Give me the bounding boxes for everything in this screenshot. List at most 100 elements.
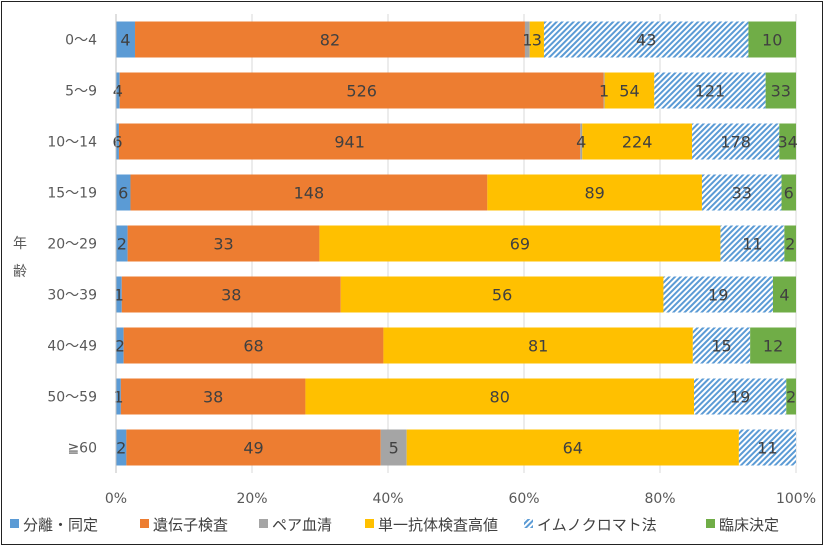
y-axis-title: 年 [13, 236, 27, 252]
y-tick-label: 40〜49 [47, 339, 97, 355]
data-label: 2 [117, 235, 127, 254]
y-tick-label: 30〜39 [47, 288, 97, 304]
bar-segment [118, 123, 581, 160]
bar-segment [116, 21, 136, 58]
data-label: 2 [115, 337, 125, 356]
legend-swatch [706, 519, 715, 528]
data-label: 80 [490, 388, 510, 407]
bar-segment [116, 123, 119, 160]
bar-segment [126, 429, 381, 466]
data-label: 33 [771, 82, 791, 101]
bar-segment [116, 72, 120, 109]
data-label: 68 [243, 337, 263, 356]
bar-segment [765, 72, 796, 109]
bar-segment [116, 225, 128, 262]
bar-segment [750, 327, 796, 364]
bar-segment [305, 378, 694, 415]
legend-entry: 単一抗体検査高値 [378, 516, 498, 534]
data-label: 2 [116, 439, 126, 458]
legend-swatch [524, 519, 533, 528]
data-label: 1 [113, 388, 123, 407]
bar-segment [116, 174, 131, 211]
data-label: 941 [334, 133, 365, 152]
data-label: 2 [785, 235, 795, 254]
data-label: 178 [720, 133, 751, 152]
legend-entry: 遺伝子検査 [153, 516, 228, 534]
y-tick-label: 10〜14 [47, 135, 97, 151]
bar-segment [692, 327, 751, 364]
bar-segment [784, 225, 796, 262]
data-label: 64 [563, 439, 583, 458]
data-label: 6 [112, 133, 122, 152]
data-label: 38 [203, 388, 223, 407]
bar-segment [779, 123, 796, 160]
data-label: 69 [510, 235, 530, 254]
data-label: 1 [114, 286, 124, 305]
y-tick-label: ≧60 [67, 441, 97, 457]
bar-segment [119, 72, 604, 109]
bar-segment [380, 429, 407, 466]
data-label: 6 [784, 184, 794, 203]
bar-segment [130, 174, 488, 211]
bar-segment [604, 72, 655, 109]
legend-entry: ペア血清 [272, 516, 332, 534]
data-label: 19 [730, 388, 750, 407]
data-label: 1 [522, 31, 532, 50]
data-label: 89 [584, 184, 604, 203]
data-label: 4 [576, 133, 586, 152]
bar-segment [123, 327, 384, 364]
bar-segment [487, 174, 702, 211]
bar-segment [383, 327, 693, 364]
bar-segment [127, 225, 320, 262]
x-tick-label: 20% [236, 491, 267, 507]
x-tick-label: 80% [644, 491, 675, 507]
bar-segment [692, 123, 780, 160]
bar-segment [116, 276, 122, 313]
bar-segment [406, 429, 739, 466]
data-label: 81 [528, 337, 548, 356]
bar-segment [663, 276, 773, 313]
bar-segment [654, 72, 766, 109]
x-tick-label: 0% [105, 491, 127, 507]
bar-segment [116, 429, 127, 466]
data-label: 49 [243, 439, 263, 458]
data-label: 4 [113, 82, 123, 101]
data-label: 526 [346, 82, 377, 101]
bar-segment [781, 174, 796, 211]
bar-segment [116, 327, 124, 364]
legend-entry: 分離・同定 [23, 516, 98, 534]
data-label: 56 [492, 286, 512, 305]
bar-segment [120, 378, 306, 415]
data-label: 3 [532, 31, 542, 50]
data-label: 2 [786, 388, 796, 407]
data-label: 82 [320, 31, 340, 50]
bar-segment [786, 378, 796, 415]
bar-segment [748, 21, 796, 58]
data-label: 1 [599, 82, 609, 101]
x-tick-label: 100% [776, 491, 816, 507]
data-label: 12 [763, 337, 783, 356]
data-label: 33 [732, 184, 752, 203]
bar-segment [340, 276, 664, 313]
bar-segment [121, 276, 341, 313]
bar-segment [319, 225, 721, 262]
bar-segment [529, 21, 544, 58]
x-tick-label: 40% [372, 491, 403, 507]
data-label: 11 [757, 439, 777, 458]
data-label: 38 [221, 286, 241, 305]
data-label: 224 [622, 133, 653, 152]
data-label: 34 [777, 133, 797, 152]
legend-swatch [259, 519, 268, 528]
data-label: 5 [389, 439, 399, 458]
legend-swatch [365, 519, 374, 528]
data-label: 15 [711, 337, 731, 356]
bar-segment [543, 21, 749, 58]
bar-segment [694, 378, 787, 415]
data-label: 33 [213, 235, 233, 254]
data-label: 10 [762, 31, 782, 50]
data-label: 148 [294, 184, 325, 203]
legend-entry: 臨床決定 [719, 516, 779, 534]
data-label: 4 [779, 286, 789, 305]
